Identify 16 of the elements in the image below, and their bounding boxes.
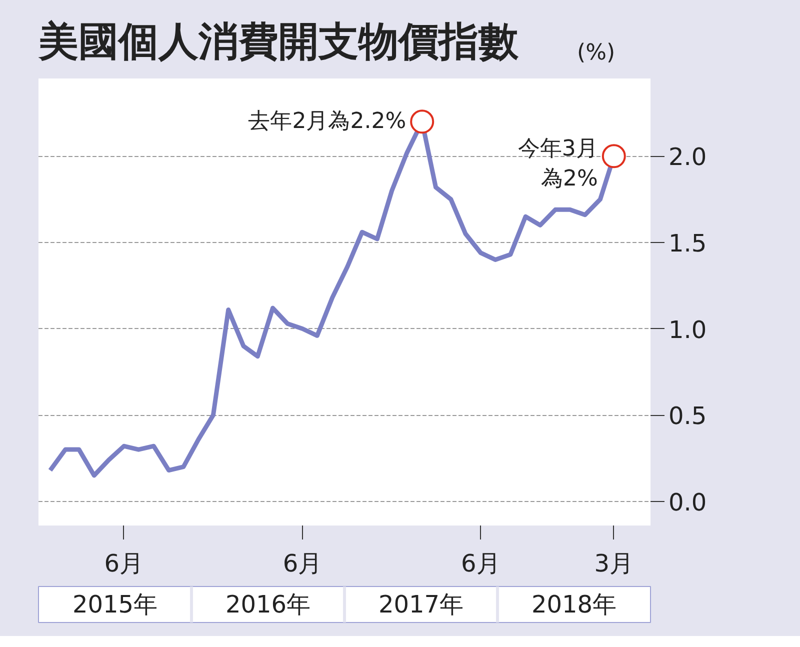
x-tick-label: 6月 <box>461 550 500 578</box>
y-tick-label: 0.5 <box>668 402 707 430</box>
y-tick-label: 1.5 <box>668 229 707 258</box>
y-tick-label: 1.0 <box>668 316 707 344</box>
annotation: 今年3月為2% <box>518 136 598 192</box>
text: 2017年 <box>378 590 464 618</box>
y-tick-label: 0.0 <box>668 488 707 516</box>
y-tick-label: 2.0 <box>668 143 707 172</box>
annotation: 去年2月為2.2% <box>248 109 406 134</box>
text: 2018年 <box>531 590 617 618</box>
x-tick-label: 3月 <box>594 550 634 578</box>
text: 2016年 <box>225 590 311 618</box>
y-axis-title: (%) <box>577 40 616 66</box>
x-tick-label: 6月 <box>282 550 322 578</box>
text: 2015年 <box>72 590 158 618</box>
x-tick-label: 6月 <box>104 550 144 578</box>
